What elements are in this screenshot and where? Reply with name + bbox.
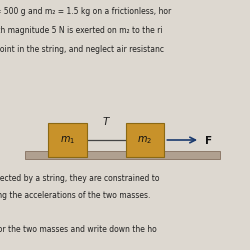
Text: ith magnitude 5 N is exerted on m₂ to the ri: ith magnitude 5 N is exerted on m₂ to th… [0,26,162,35]
Text: = 500 g and m₂ = 1.5 kg on a frictionless, hor: = 500 g and m₂ = 1.5 kg on a frictionles… [0,8,171,16]
Text: ing the accelerations of the two masses.: ing the accelerations of the two masses. [0,191,150,200]
Text: hected by a string, they are constrained to: hected by a string, they are constrained… [0,174,160,183]
Text: for the two masses and write down the ho: for the two masses and write down the ho [0,225,157,234]
Text: point in the string, and neglect air resistanc: point in the string, and neglect air res… [0,45,164,54]
FancyBboxPatch shape [126,123,164,157]
Text: $m_1$: $m_1$ [60,134,75,146]
Text: $\mathbf{F}$: $\mathbf{F}$ [204,134,212,146]
Text: $m_2$: $m_2$ [138,134,152,146]
FancyBboxPatch shape [48,123,87,157]
FancyBboxPatch shape [25,151,220,159]
Text: $T$: $T$ [102,115,111,127]
